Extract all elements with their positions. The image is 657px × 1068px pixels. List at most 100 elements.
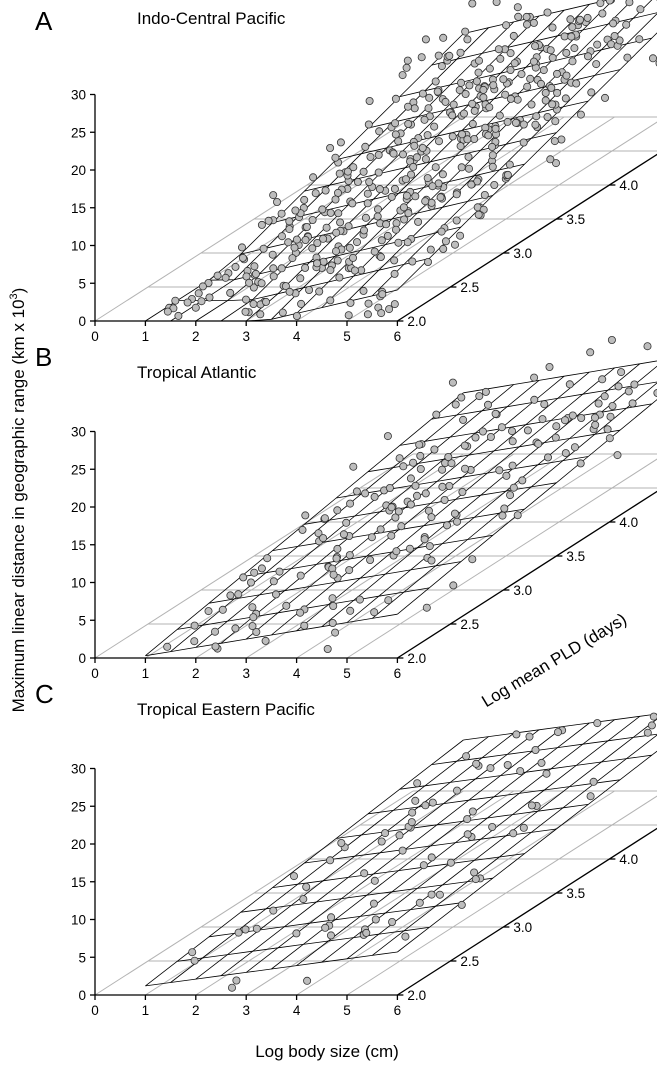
data-point — [420, 535, 429, 544]
data-point — [459, 415, 468, 424]
data-point — [534, 439, 543, 448]
data-point — [506, 49, 515, 58]
data-point — [409, 162, 418, 171]
data-point — [431, 77, 440, 86]
data-point — [296, 274, 305, 283]
data-point — [486, 764, 495, 773]
data-point — [315, 287, 324, 296]
data-point — [461, 90, 470, 99]
data-point — [390, 300, 399, 309]
data-point — [427, 890, 436, 899]
x-tick-label: 1 — [142, 329, 150, 344]
data-point — [366, 152, 375, 161]
data-point — [414, 217, 423, 226]
data-point — [593, 719, 602, 728]
plane-grid-line — [371, 13, 657, 297]
data-point — [370, 876, 379, 885]
data-point — [459, 109, 468, 118]
data-point — [234, 928, 243, 937]
data-point — [560, 32, 569, 41]
y-tick-label: 25 — [71, 462, 86, 477]
data-point — [336, 138, 345, 147]
depth-tick-label: 2.0 — [407, 314, 426, 329]
data-point — [419, 861, 428, 870]
data-point — [314, 529, 323, 538]
data-point — [425, 93, 434, 102]
data-point — [474, 68, 483, 77]
depth-tick-label: 3.0 — [513, 246, 532, 261]
data-point — [296, 571, 305, 580]
data-point — [430, 445, 439, 454]
data-point — [427, 853, 436, 862]
data-point — [598, 9, 607, 18]
x-tick-label: 6 — [394, 329, 402, 344]
data-point — [468, 555, 477, 564]
plane-grid-line — [431, 12, 657, 66]
data-point — [506, 66, 515, 75]
data-point — [226, 288, 235, 297]
data-point — [457, 900, 466, 909]
depth-tick-label: 3.5 — [566, 212, 585, 227]
data-point — [261, 297, 270, 306]
data-point — [250, 262, 259, 271]
data-point — [460, 464, 469, 473]
data-point — [507, 427, 516, 436]
data-point — [550, 137, 559, 146]
data-point — [221, 273, 230, 282]
data-point — [513, 95, 522, 104]
data-point — [601, 93, 610, 102]
data-point — [643, 728, 652, 737]
plane-grid-line — [271, 371, 590, 636]
data-point — [614, 382, 623, 391]
data-point — [522, 12, 531, 21]
data-point — [630, 380, 639, 389]
plane-grid-line — [296, 367, 615, 632]
data-point — [506, 94, 515, 103]
data-point — [437, 227, 446, 236]
data-point — [277, 264, 286, 273]
data-point — [438, 170, 447, 179]
data-point — [554, 728, 563, 737]
data-point — [241, 307, 250, 316]
data-point — [542, 769, 551, 778]
data-point — [456, 142, 465, 151]
data-point — [594, 399, 603, 408]
data-point — [529, 18, 538, 27]
data-point — [448, 378, 457, 387]
data-point — [539, 66, 548, 75]
data-point — [329, 570, 338, 579]
regression-plane — [145, 713, 657, 987]
plane-grid-line — [397, 750, 657, 953]
data-point — [403, 238, 412, 247]
data-point — [411, 796, 420, 805]
data-point — [605, 0, 614, 5]
data-point — [332, 228, 341, 237]
data-point — [411, 192, 420, 201]
data-point — [350, 266, 359, 275]
data-point — [383, 231, 392, 240]
data-point — [364, 299, 373, 308]
data-point — [353, 177, 362, 186]
data-point — [488, 823, 497, 832]
data-point — [249, 283, 258, 292]
data-point — [388, 918, 397, 927]
data-point — [551, 117, 560, 126]
data-point — [537, 79, 546, 88]
data-point — [375, 127, 384, 136]
data-point — [323, 645, 332, 654]
data-point — [410, 141, 419, 150]
data-point — [302, 882, 311, 891]
data-point — [370, 492, 379, 501]
data-point — [625, 0, 634, 7]
data-point — [546, 46, 555, 55]
data-point — [398, 846, 407, 855]
data-point — [322, 223, 331, 232]
data-point — [251, 269, 260, 278]
data-point — [415, 440, 424, 449]
data-points — [163, 335, 657, 654]
x-tick-label: 2 — [192, 666, 200, 681]
data-point — [408, 257, 417, 266]
plane-grid-line — [195, 732, 515, 980]
data-point — [442, 521, 451, 530]
